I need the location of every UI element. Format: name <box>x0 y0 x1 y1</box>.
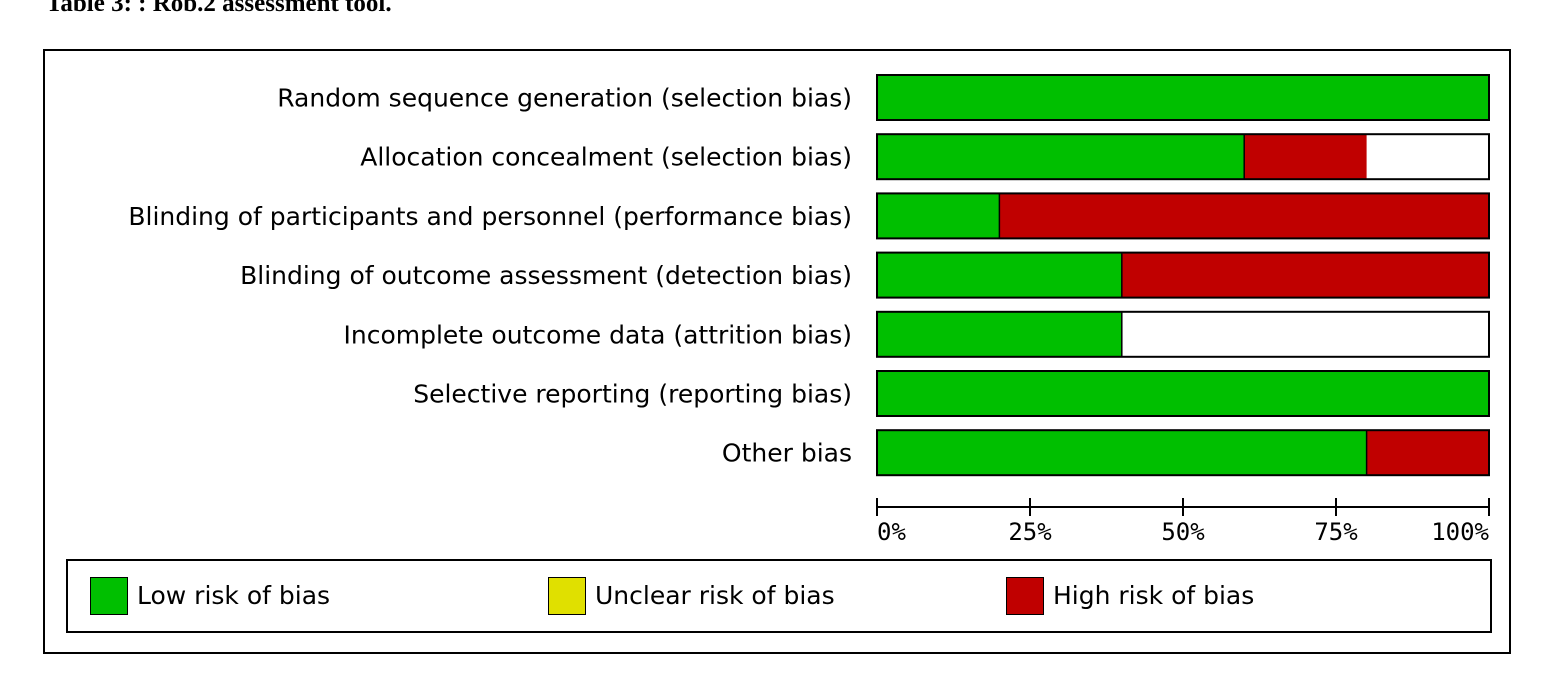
bar-row: Blinding of outcome assessment (detectio… <box>240 251 1490 299</box>
legend: Low risk of bias Unclear risk of bias Hi… <box>66 559 1492 633</box>
category-label: Selective reporting (reporting bias) <box>413 380 852 409</box>
bar-outline <box>876 429 1490 477</box>
x-axis: 0% 25% 50% 75% 100% <box>876 498 1490 546</box>
legend-label-high: High risk of bias <box>1053 581 1255 610</box>
legend-swatch-low <box>90 577 128 615</box>
legend-swatch-unclear <box>548 577 586 615</box>
x-tick-label: 100% <box>1431 518 1489 546</box>
category-label: Random sequence generation (selection bi… <box>277 84 852 113</box>
legend-label-unclear: Unclear risk of bias <box>595 581 835 610</box>
bar-outline <box>876 251 1490 299</box>
chart-rows: Random sequence generation (selection bi… <box>128 74 1490 477</box>
x-tick-label: 0% <box>877 518 906 546</box>
legend-swatch-high <box>1006 577 1044 615</box>
x-tick-label: 75% <box>1314 518 1358 546</box>
table-caption: Table 3: : Rob.2 assessment tool. <box>46 0 392 17</box>
bar-segment-low-risk-of-bias <box>877 311 1122 357</box>
category-label: Allocation concealment (selection bias) <box>360 143 852 172</box>
bar-row: Allocation concealment (selection bias) <box>360 133 1490 181</box>
bar-row: Selective reporting (reporting bias) <box>413 370 1490 417</box>
bar-segment-low-risk-of-bias <box>877 75 1489 120</box>
category-label: Incomplete outcome data (attrition bias) <box>343 320 852 349</box>
bar-segment-high-risk-of-bias <box>999 193 1489 239</box>
x-tick-label: 25% <box>1008 518 1052 546</box>
bar-outline <box>876 133 1490 181</box>
bar-outline <box>876 192 1490 240</box>
bar-segment-low-risk-of-bias <box>877 371 1489 416</box>
bar-row: Incomplete outcome data (attrition bias) <box>343 310 1490 358</box>
bar-row: Blinding of participants and personnel (… <box>128 192 1490 240</box>
bar-segment-high-risk-of-bias <box>1366 430 1489 476</box>
bar-segment-low-risk-of-bias <box>877 252 1122 298</box>
bar-outline <box>876 74 1490 121</box>
bar-outline <box>876 310 1490 358</box>
bar-segment-high-risk-of-bias <box>1244 134 1367 180</box>
category-label: Other bias <box>722 439 852 468</box>
legend-label-low: Low risk of bias <box>137 581 331 610</box>
bar-segment-high-risk-of-bias <box>1121 252 1489 298</box>
bar-row: Other bias <box>722 429 1490 477</box>
bar-segment-low-risk-of-bias <box>877 134 1245 180</box>
bar-row: Random sequence generation (selection bi… <box>277 74 1490 121</box>
bar-segment-low-risk-of-bias <box>877 193 1000 239</box>
category-label: Blinding of participants and personnel (… <box>128 202 852 231</box>
bar-outline <box>876 370 1490 417</box>
bar-segment-low-risk-of-bias <box>877 430 1367 476</box>
x-tick-label: 50% <box>1161 518 1205 546</box>
category-label: Blinding of outcome assessment (detectio… <box>240 261 852 290</box>
